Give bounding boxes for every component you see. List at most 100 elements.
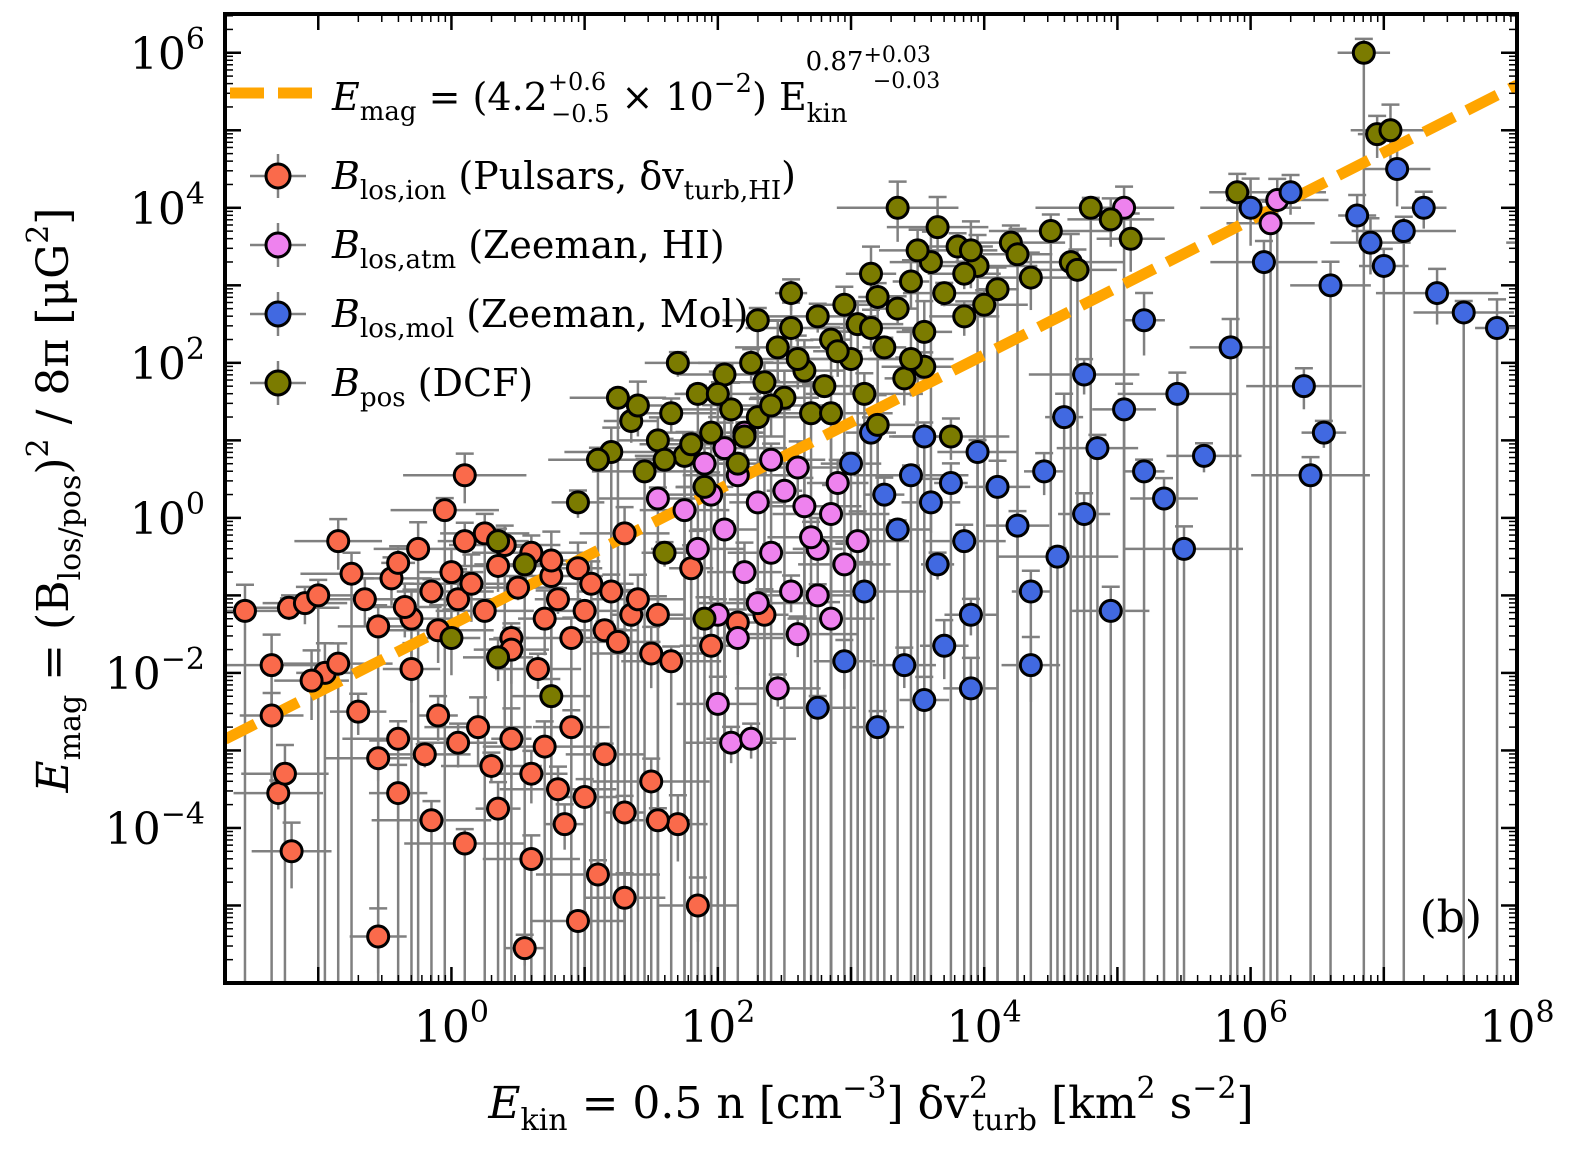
pulsars-point (665, 812, 690, 837)
zeeman_hi-point (739, 726, 764, 751)
zeeman_mol-point (805, 695, 830, 720)
dcf-point (1351, 40, 1376, 65)
pulsars-point (599, 579, 624, 604)
pulsars-point (339, 561, 364, 586)
dcf-point (665, 350, 690, 375)
pulsars-point (545, 777, 570, 802)
pulsars-point (565, 908, 590, 933)
zeeman_hi-point (725, 626, 750, 651)
pulsars-point (346, 699, 371, 724)
pulsars-point (645, 808, 670, 833)
tick-labels: 100 102 104 106 108 10−4 10−2 100 102 104 106 (105, 22, 1555, 1053)
zeeman_mol-point (1018, 579, 1043, 604)
dcf-point (565, 490, 590, 515)
zeeman_hi-point (805, 583, 830, 608)
zeeman_mol-point (1411, 195, 1436, 220)
zeeman_mol-point (1072, 502, 1097, 527)
pulsars-point (259, 653, 284, 678)
pulsars-point (486, 796, 511, 821)
dcf-point (1098, 207, 1123, 232)
zeeman_mol-point (1045, 544, 1070, 569)
dcf-point (1005, 242, 1030, 267)
pulsars-point (565, 556, 590, 581)
dcf-point (439, 626, 464, 651)
zeeman_mol-point (938, 470, 963, 495)
dcf-point (892, 366, 917, 391)
axis-ticks (225, 14, 1519, 985)
zeeman_mol-point (1098, 598, 1123, 623)
zeeman_hi-point (712, 517, 737, 542)
pulsars-point (446, 730, 471, 755)
dcf-point (725, 451, 750, 476)
pulsars-point (279, 839, 304, 864)
dcf-point (699, 420, 724, 445)
zeeman_mol-point (1172, 536, 1197, 561)
legend-marker (264, 300, 292, 328)
pulsars-point (552, 812, 577, 837)
zeeman_mol-point (958, 602, 983, 627)
zeeman_mol-point (958, 676, 983, 701)
dcf-point (905, 238, 930, 263)
zeeman_mol-point (1298, 463, 1323, 488)
pulsars-point (426, 703, 451, 728)
pulsars-point (659, 649, 684, 674)
zeeman_mol-point (1451, 300, 1476, 325)
pulsars-point (366, 746, 391, 771)
dcf-point (859, 261, 883, 286)
dcf-point (825, 339, 850, 364)
dcf-point (652, 540, 677, 565)
dcf-point (799, 401, 824, 426)
dcf-point (585, 447, 610, 472)
zeeman_mol-point (898, 463, 923, 488)
dcf-point (1378, 118, 1403, 143)
pulsars-point (452, 529, 477, 554)
zeeman_mol-point (1371, 253, 1396, 278)
dcf-point (719, 397, 744, 422)
zeeman_mol-point (839, 451, 864, 476)
dcf-point (952, 304, 977, 329)
data-points (232, 40, 1510, 961)
zeeman_hi-point (745, 591, 770, 616)
zeeman_hi-point (759, 447, 784, 472)
zeeman_mol-point (1385, 157, 1410, 182)
zeeman_mol-point (885, 517, 910, 542)
pulsars-point (326, 529, 351, 554)
zeeman_hi-point (825, 470, 850, 495)
dcf-point (785, 346, 810, 371)
zeeman_hi-point (732, 560, 757, 585)
dcf-point (1118, 226, 1143, 251)
zeeman_mol-point (985, 474, 1010, 499)
legend-marker (264, 369, 292, 397)
zeeman_hi-point (792, 494, 817, 519)
zeeman_mol-point (1132, 308, 1157, 333)
zeeman_mol-point (965, 439, 990, 464)
pulsars-point (399, 657, 424, 682)
dcf-point (805, 304, 830, 329)
dcf-point (972, 292, 997, 317)
dcf-point (885, 296, 910, 321)
pulsars-point (459, 571, 484, 596)
y-tick-label: 10−2 (105, 642, 205, 700)
pulsars-point (699, 633, 724, 658)
pulsars-point (486, 553, 511, 578)
dcf-point (859, 315, 883, 340)
zeeman_mol-point (1318, 273, 1343, 298)
dcf-point (632, 459, 657, 484)
pulsars-point (559, 715, 584, 740)
y-tick-label: 102 (130, 332, 205, 390)
pulsars-point (679, 556, 704, 581)
legend-entries: Blos,ion (Pulsars, δvturb,HI) Blos,atm (Z… (250, 154, 796, 413)
legend-entry-zeeman_hi: Blos,atm (Zeeman, HI) (250, 223, 725, 275)
pulsars-point (545, 587, 570, 612)
dcf-point (512, 552, 537, 577)
zeeman_hi-point (672, 498, 697, 523)
pulsars-point (452, 831, 477, 856)
dcf-point (652, 447, 677, 472)
zeeman_hi-point (645, 486, 670, 511)
pulsars-point (572, 784, 597, 809)
dcf-point (692, 474, 717, 499)
zeeman_hi-point (785, 622, 810, 647)
dcf-point (685, 381, 710, 406)
dcf-point (898, 269, 923, 294)
